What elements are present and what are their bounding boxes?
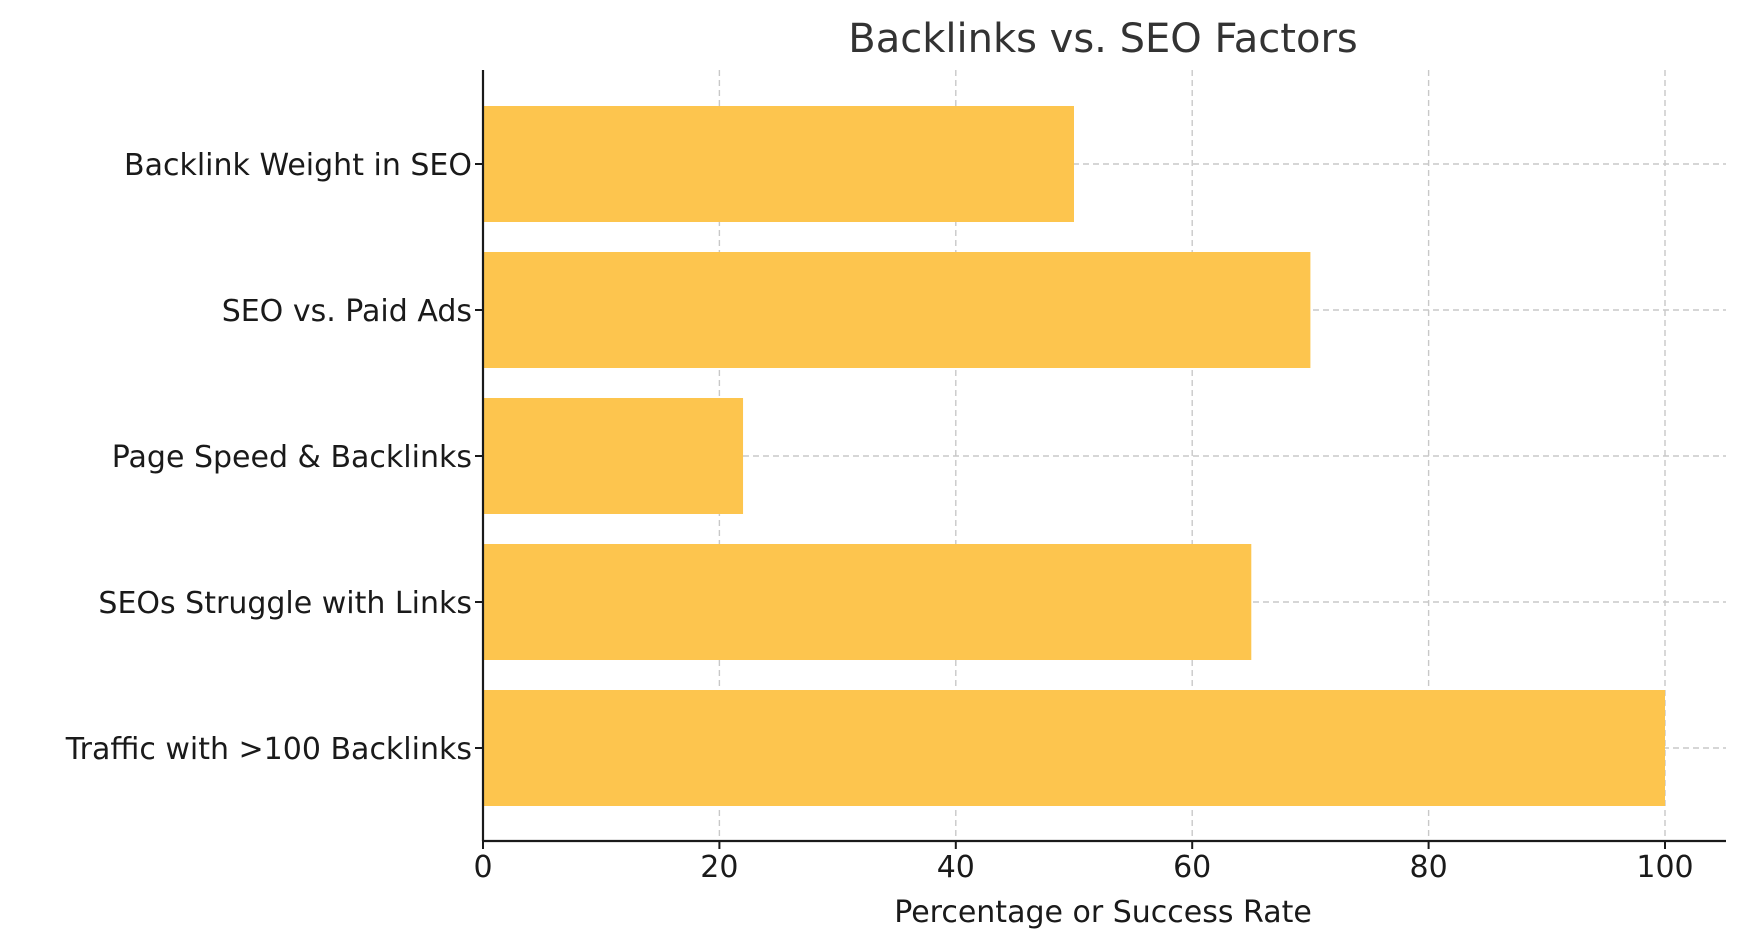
x-axis-label: Percentage or Success Rate: [894, 895, 1312, 930]
x-tick-label: 40: [937, 850, 975, 885]
ticks: 0 20 40 60 80 100 Backlink Weight in SEO SEO vs…: [65, 148, 1694, 885]
bar: [483, 398, 744, 514]
x-tick-label: 100: [1636, 850, 1693, 885]
x-tick-label: 0: [473, 850, 492, 885]
y-tick-label: Backlink Weight in SEO: [124, 148, 472, 183]
x-tick-label: 20: [700, 850, 738, 885]
y-tick-label: SEOs Struggle with Links: [98, 586, 472, 621]
bars: [483, 106, 1665, 806]
bar: [483, 544, 1252, 660]
y-tick-label: SEO vs. Paid Ads: [222, 294, 472, 329]
x-tick-label: 60: [1173, 850, 1211, 885]
bar: [483, 252, 1311, 368]
y-tick-label: Page Speed & Backlinks: [112, 440, 472, 475]
bar: [483, 690, 1665, 806]
x-tick-label: 80: [1410, 850, 1448, 885]
chart-title: Backlinks vs. SEO Factors: [848, 16, 1358, 62]
bar: [483, 106, 1074, 222]
y-tick-label: Traffic with >100 Backlinks: [65, 732, 472, 767]
